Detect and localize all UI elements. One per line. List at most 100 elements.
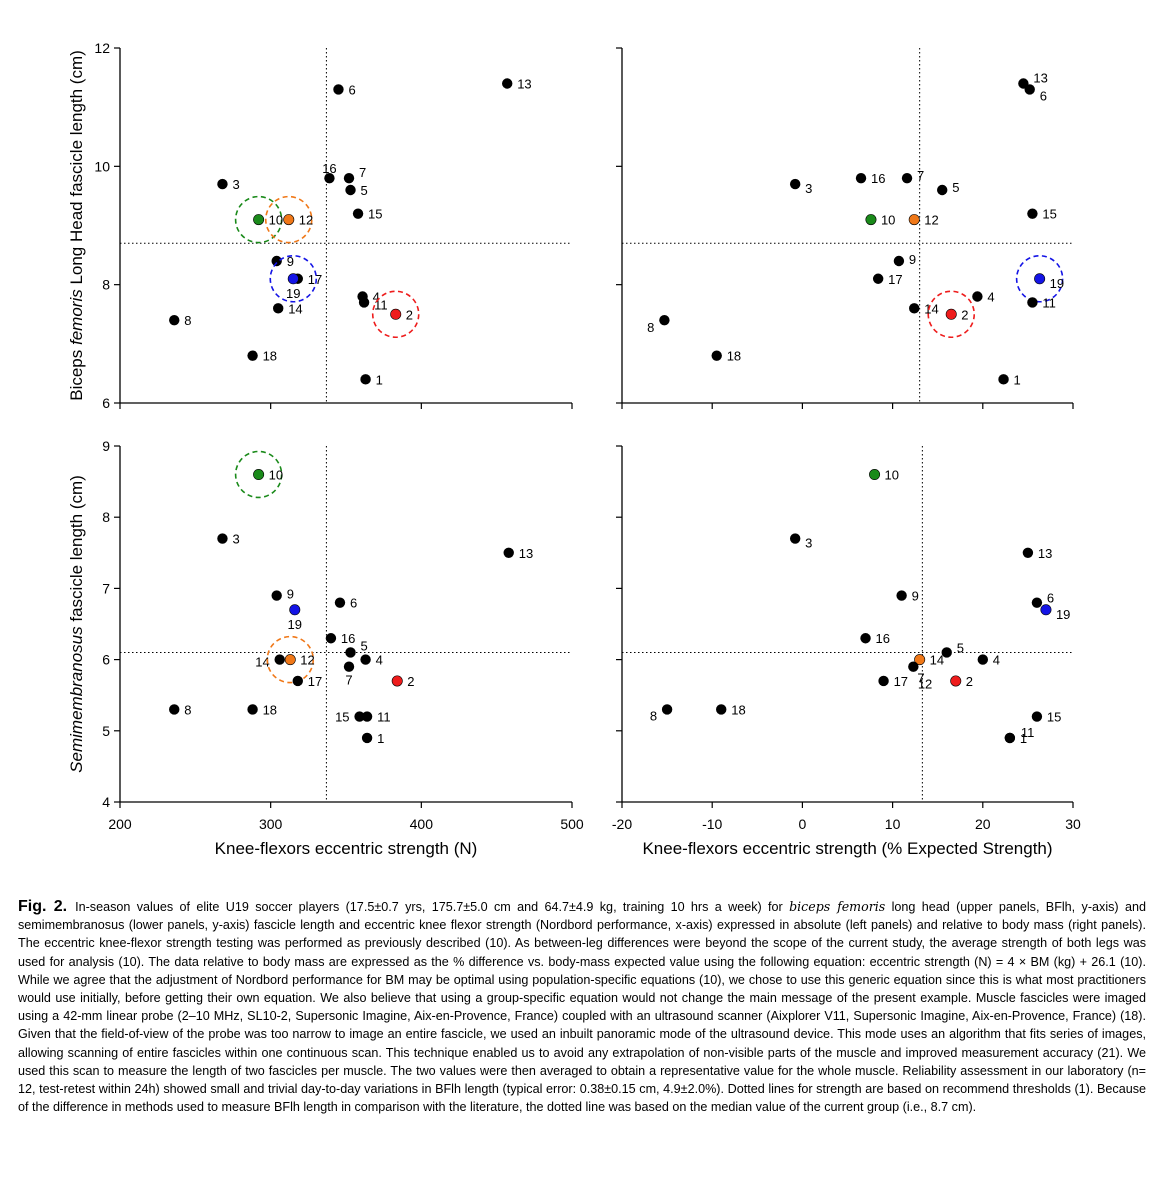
point-label-9: 9 <box>912 589 919 604</box>
data-point-9 <box>271 590 282 601</box>
x-axis-title: Knee-flexors eccentric strength (N) <box>215 839 478 858</box>
data-point-6 <box>333 84 344 95</box>
data-point-5 <box>345 647 356 658</box>
data-point-12 <box>283 214 295 226</box>
data-point-18 <box>716 704 727 715</box>
point-label-11: 11 <box>377 710 391 725</box>
point-label-9: 9 <box>287 587 294 602</box>
point-label-2: 2 <box>406 307 413 322</box>
point-label-16: 16 <box>876 631 890 646</box>
data-point-9 <box>893 255 905 267</box>
data-point-13 <box>503 547 514 558</box>
data-point-1 <box>998 374 1009 385</box>
point-label-14: 14 <box>924 301 938 316</box>
point-label-9: 9 <box>909 252 916 267</box>
point-label-2: 2 <box>961 307 968 322</box>
data-point-8 <box>169 314 180 326</box>
point-label-9: 9 <box>287 254 294 269</box>
point-label-12: 12 <box>299 213 313 228</box>
data-point-16 <box>855 172 867 184</box>
data-point-8 <box>659 314 670 326</box>
y-tick-label: 5 <box>102 723 110 739</box>
point-label-14: 14 <box>288 301 302 316</box>
data-point-6 <box>334 597 346 608</box>
point-label-1: 1 <box>1014 372 1021 387</box>
data-point-3 <box>789 178 801 190</box>
point-label-15: 15 <box>1047 710 1061 725</box>
point-label-7: 7 <box>917 168 924 183</box>
data-point-17 <box>872 273 884 284</box>
data-point-15 <box>1031 711 1043 722</box>
point-label-11: 11 <box>1042 295 1056 310</box>
x-tick-label: 500 <box>560 816 584 832</box>
point-label-12: 12 <box>918 676 932 691</box>
point-label-18: 18 <box>727 349 741 364</box>
highlight-ring-12 <box>266 635 315 684</box>
data-point-14 <box>273 303 284 314</box>
data-point-13 <box>1022 547 1034 558</box>
data-point-1 <box>360 374 371 385</box>
point-label-3: 3 <box>232 177 239 192</box>
point-label-6: 6 <box>350 596 357 611</box>
x-tick-label: -20 <box>612 816 632 832</box>
data-point-19 <box>287 273 299 285</box>
point-label-1: 1 <box>377 731 384 746</box>
x-tick-label: 300 <box>259 816 283 832</box>
data-point-15 <box>1027 208 1038 219</box>
x-tick-label: 20 <box>975 816 991 832</box>
point-label-8: 8 <box>650 708 657 723</box>
data-point-5 <box>345 184 356 196</box>
data-point-10 <box>865 214 877 226</box>
point-label-8: 8 <box>184 313 191 328</box>
point-label-18: 18 <box>263 349 277 364</box>
y-axis-title-italic: femoris <box>67 289 86 345</box>
point-label-4: 4 <box>993 653 1000 668</box>
data-point-1 <box>361 732 373 744</box>
point-label-19: 19 <box>288 617 302 632</box>
x-tick-label: 10 <box>885 816 901 832</box>
data-point-17 <box>878 675 889 687</box>
highlight-ring-12 <box>264 195 313 244</box>
point-label-10: 10 <box>269 213 283 228</box>
panel-bottom-right: -20 -10 0 10 20 30 Knee-flexors eccentric stre… <box>612 445 1081 858</box>
data-point-6 <box>1031 597 1043 608</box>
data-point-4 <box>972 291 983 302</box>
panel-top-right: 13 6 16 7 3 5 15 10 12 9 19 17 4 11 14 2 8 18 1 <box>616 47 1074 409</box>
figure-caption: Fig. 2. In-season values of elite U19 soc… <box>18 898 1146 1116</box>
data-point-11 <box>1027 297 1038 308</box>
data-point-17 <box>292 675 303 687</box>
point-label-4: 4 <box>987 290 994 305</box>
data-point-3 <box>789 533 801 544</box>
point-label-4: 4 <box>373 290 380 305</box>
figure-label: Fig. 2. <box>18 898 68 915</box>
data-point-7 <box>908 661 919 672</box>
point-label-3: 3 <box>805 181 812 196</box>
point-label-8: 8 <box>647 320 654 335</box>
y-axis-title-part: Biceps <box>67 345 86 401</box>
data-point-18 <box>711 350 722 361</box>
data-point-8 <box>661 704 673 715</box>
point-label-14: 14 <box>255 655 269 670</box>
point-label-4: 4 <box>376 653 383 668</box>
point-label-14: 14 <box>930 653 944 668</box>
point-label-13: 13 <box>1038 546 1052 561</box>
data-point-10 <box>253 468 265 480</box>
x-tick-label: 0 <box>799 816 807 832</box>
data-point-11 <box>361 711 373 722</box>
data-point-2 <box>950 675 962 687</box>
data-point-12 <box>284 654 296 666</box>
point-label-13: 13 <box>517 77 531 92</box>
data-point-2 <box>945 308 957 320</box>
point-label-1: 1 <box>1020 731 1027 746</box>
point-label-16: 16 <box>341 631 355 646</box>
point-label-5: 5 <box>361 638 368 653</box>
point-label-18: 18 <box>263 702 277 717</box>
highlight-ring-19 <box>269 254 318 303</box>
point-label-15: 15 <box>1042 207 1056 222</box>
data-point-19 <box>289 604 301 616</box>
data-point-2 <box>390 308 402 320</box>
data-point-19 <box>1040 604 1052 616</box>
y-tick-label: 8 <box>102 277 110 293</box>
data-point-6 <box>1024 84 1035 95</box>
